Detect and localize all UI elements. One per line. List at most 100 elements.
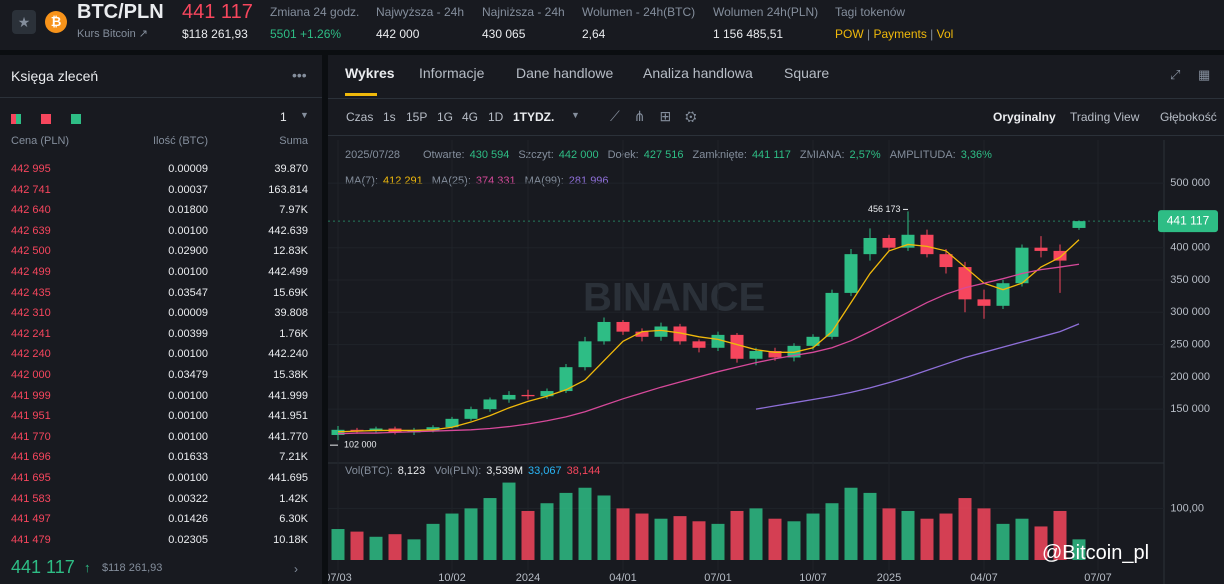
book-title: Księga zleceń: [11, 68, 99, 84]
volume-bar: [1034, 526, 1048, 560]
view-bids[interactable]: [71, 114, 81, 124]
info-value: 374 331: [476, 175, 516, 187]
volume-bar: [635, 513, 649, 560]
watermark: BINANCE: [583, 276, 765, 320]
stat-value: 430 065: [482, 27, 526, 41]
more[interactable]: •••: [292, 67, 307, 83]
candle-body: [635, 331, 649, 337]
ask-price: 441 695: [11, 472, 51, 484]
grid-view[interactable]: ▦: [1198, 67, 1211, 82]
ask-amount: 0.00009: [168, 163, 208, 175]
tag: Payments: [873, 27, 927, 41]
separator: |: [863, 27, 874, 41]
candle-body: [996, 283, 1010, 306]
ma-line: [337, 263, 1080, 435]
volume-bar: [597, 495, 611, 560]
ask-price: 442 240: [11, 348, 51, 361]
y-tick-label: 500 000: [1170, 177, 1210, 189]
level[interactable]: 1: [280, 110, 287, 124]
ask-amount: 0.00322: [168, 492, 208, 505]
ask-sum: 163.814: [268, 183, 308, 196]
volume-bar: [882, 508, 896, 560]
candle-body: [920, 234, 934, 255]
stat: Najwyższa - 24h 442 000: [376, 5, 464, 41]
volume-bar: [483, 498, 497, 560]
x-tick-label: 2024: [516, 572, 540, 584]
ask-row: 442 995 0.00009 39.870: [11, 159, 308, 179]
toolbar-item[interactable]: 1s: [383, 110, 396, 124]
stat: Zmiana 24 godz. 5501 +1.26%: [270, 5, 359, 41]
info-label: Vol(BTC):: [345, 465, 393, 477]
candle-body: [806, 336, 820, 346]
toolbar-item[interactable]: 1TYDZ.: [513, 110, 555, 124]
toolbar-item[interactable]: 1G: [437, 110, 454, 124]
info-value: 412 291: [383, 175, 423, 187]
volume-bar: [1072, 539, 1086, 560]
candle-body: [939, 254, 953, 268]
ask-amount: 0.00399: [168, 327, 208, 340]
toolbar-item[interactable]: 4G: [462, 110, 479, 124]
volume-bar: [901, 510, 915, 560]
stat-value: 442 000: [376, 27, 420, 41]
info-date: 2025/07/28: [345, 149, 400, 161]
ask-sum: 12.83K: [273, 245, 308, 258]
volume-bar: [445, 513, 459, 560]
ask-amount: 0.00100: [168, 348, 208, 361]
tab[interactable]: Informacje: [419, 65, 485, 81]
volume-bar: [768, 518, 782, 560]
toolbar-item[interactable]: 1D: [488, 110, 504, 124]
ask-row: 441 497 0.01426 6.30K: [11, 509, 308, 529]
y-tick-label: 350 000: [1170, 274, 1210, 286]
favorite[interactable]: ★: [12, 10, 36, 34]
tab-underline: [345, 93, 377, 96]
ask-amount: 0.00100: [168, 410, 208, 423]
ask-amount: 0.01800: [168, 204, 208, 217]
last-price-label: 441 117: [1167, 213, 1210, 227]
candle-body: [464, 409, 478, 419]
high-annotation: 456 173: [868, 204, 901, 214]
candle-body: [1072, 221, 1086, 228]
volume-bar: [844, 487, 858, 560]
candle-body: [616, 321, 630, 332]
volume-bar: [711, 523, 725, 560]
tab[interactable]: Wykres: [345, 65, 395, 81]
candle-body: [331, 429, 345, 435]
ask-sum: 1.42K: [279, 492, 308, 505]
ask-amount: 0.00009: [168, 307, 208, 320]
tool-icons[interactable]: ⟋⋔⊞⚙: [610, 108, 711, 124]
tab[interactable]: Dane handlowe: [516, 65, 614, 81]
level-caret[interactable]: ▼: [300, 110, 309, 120]
ask-sum: 39.870: [274, 163, 308, 175]
view-asks[interactable]: [41, 114, 51, 124]
subtitle[interactable]: Kurs Bitcoin ↗: [77, 28, 148, 40]
info-label: Szczyt:: [518, 149, 553, 161]
interval-caret[interactable]: ▼: [571, 110, 580, 120]
view-option[interactable]: Oryginalny: [993, 110, 1056, 124]
tags-label: Tagi tokenów: [835, 5, 906, 19]
view-both[interactable]: [11, 114, 21, 124]
y-tick-label: 200 000: [1170, 371, 1210, 383]
tab[interactable]: Square: [784, 65, 830, 81]
tag: POW: [835, 27, 864, 41]
tab[interactable]: Analiza handlowa: [643, 65, 753, 81]
candle-body: [825, 292, 839, 337]
ask-sum: 10.18K: [273, 533, 308, 546]
view-option[interactable]: Głębokość: [1160, 110, 1217, 124]
expand[interactable]: ›: [294, 562, 298, 576]
candle-body: [654, 326, 668, 337]
fullscreen[interactable]: ⤢: [1170, 67, 1181, 82]
volume-bar: [939, 513, 953, 560]
info-label: Otwarte:: [423, 149, 465, 161]
ask-row: 442 500 0.02900 12.83K: [11, 241, 308, 261]
ma-line: [755, 323, 1080, 410]
price-usd: $118 261,93: [182, 27, 248, 41]
toolbar-item[interactable]: 15P: [406, 110, 428, 124]
separator: |: [926, 27, 937, 41]
x-tick-label: 07/01: [704, 572, 732, 584]
ask-row: 441 696 0.01633 7.21K: [11, 447, 308, 467]
ask-amount: 0.00037: [168, 183, 208, 196]
candle-body: [1053, 250, 1067, 261]
view-option[interactable]: Trading View: [1070, 110, 1140, 124]
ask-row: 441 479 0.02305 10.18K: [11, 530, 308, 550]
volume-bar: [1015, 518, 1029, 560]
